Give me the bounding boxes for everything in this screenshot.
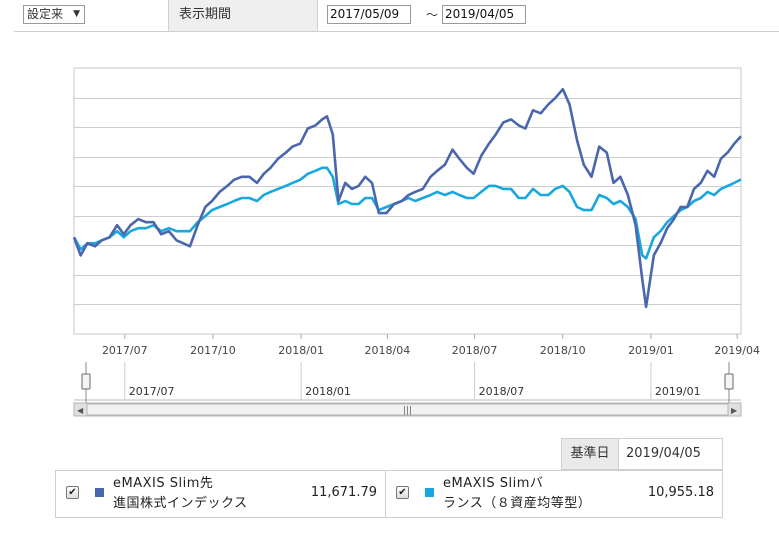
navigator-label: 2019/01 [655,385,701,398]
x-tick-label: 2017/07 [102,344,148,357]
plot-area [72,67,742,335]
dropdown-caret-icon: ▼ [73,9,80,19]
period-controls: 設定来 ▼ 表示期間 2017/05/09 ～ 2019/04/05 [0,0,779,31]
price-chart: 2017/07 2017/10 2018/01 2018/04 2018/07 2018/… [72,67,760,417]
navigator-label: 2018/01 [305,385,351,398]
series-2-checkbox[interactable]: ✔ [396,486,409,499]
legend-item-series-2: ✔ eMAXIS Slimバ ランス（８資産均等型） 10,955.18 [386,470,723,518]
x-tick-label: 2018/10 [540,344,586,357]
date-from-input[interactable]: 2017/05/09 [327,5,411,24]
series-2-name-line1: eMAXIS Slimバ [443,476,544,491]
base-date-label: 基準日 [561,438,619,470]
scroll-right-arrow-icon: ▶ [731,406,738,415]
period-select[interactable]: 設定来 ▼ [23,5,85,24]
series-line-1 [72,87,742,309]
range-navigator[interactable]: 2017/07 2018/01 2018/07 2019/01 ||| ◀ ▶ [73,362,742,417]
date-range-separator: ～ [426,8,439,22]
navigator-right-handle [724,373,734,390]
series-1-name-line2: 進国株式インデックス [113,496,248,511]
date-to-input[interactable]: 2019/04/05 [442,5,526,24]
series-1-value: 11,671.79 [310,485,377,500]
display-period-label: 表示期間 [168,0,318,31]
series-2-value: 10,955.18 [647,485,714,500]
x-tick-label: 2018/04 [365,344,411,357]
plot-frame [73,67,742,335]
series-1-name-line1: eMAXIS Slim先 [113,476,214,491]
series-1-swatch [95,488,104,497]
series-1-checkbox[interactable]: ✔ [66,486,79,499]
series-2-name: eMAXIS Slimバ ランス（８資産均等型） [443,474,628,514]
legend-item-series-1: ✔ eMAXIS Slim先 進国株式インデックス 11,671.79 [55,470,386,518]
navigator-label: 2017/07 [129,385,175,398]
scroll-left-arrow-icon: ◀ [77,406,84,415]
period-select-value: 設定来 [27,7,64,21]
x-tick-label: 2017/10 [190,344,236,357]
navigator-left-handle [81,373,91,390]
scrollbar-thumb [86,403,729,416]
x-tick-label: 2018/07 [452,344,498,357]
x-tick-label: 2019/04 [714,344,760,357]
navigator-label: 2018/07 [479,385,525,398]
base-date-value: 2019/04/05 [619,438,723,470]
scrollbar-grip: ||| [403,406,412,416]
series-2-name-line2: ランス（８資産均等型） [443,496,592,511]
x-axis-ticks: 2017/07 2017/10 2018/01 2018/04 2018/07 2018/… [102,334,760,357]
series-1-name: eMAXIS Slim先 進国株式インデックス [113,474,298,514]
divider [14,31,779,32]
series-line-2 [72,166,742,260]
x-tick-label: 2018/01 [278,344,324,357]
x-tick-label: 2019/01 [628,344,674,357]
series-2-swatch [425,488,434,497]
